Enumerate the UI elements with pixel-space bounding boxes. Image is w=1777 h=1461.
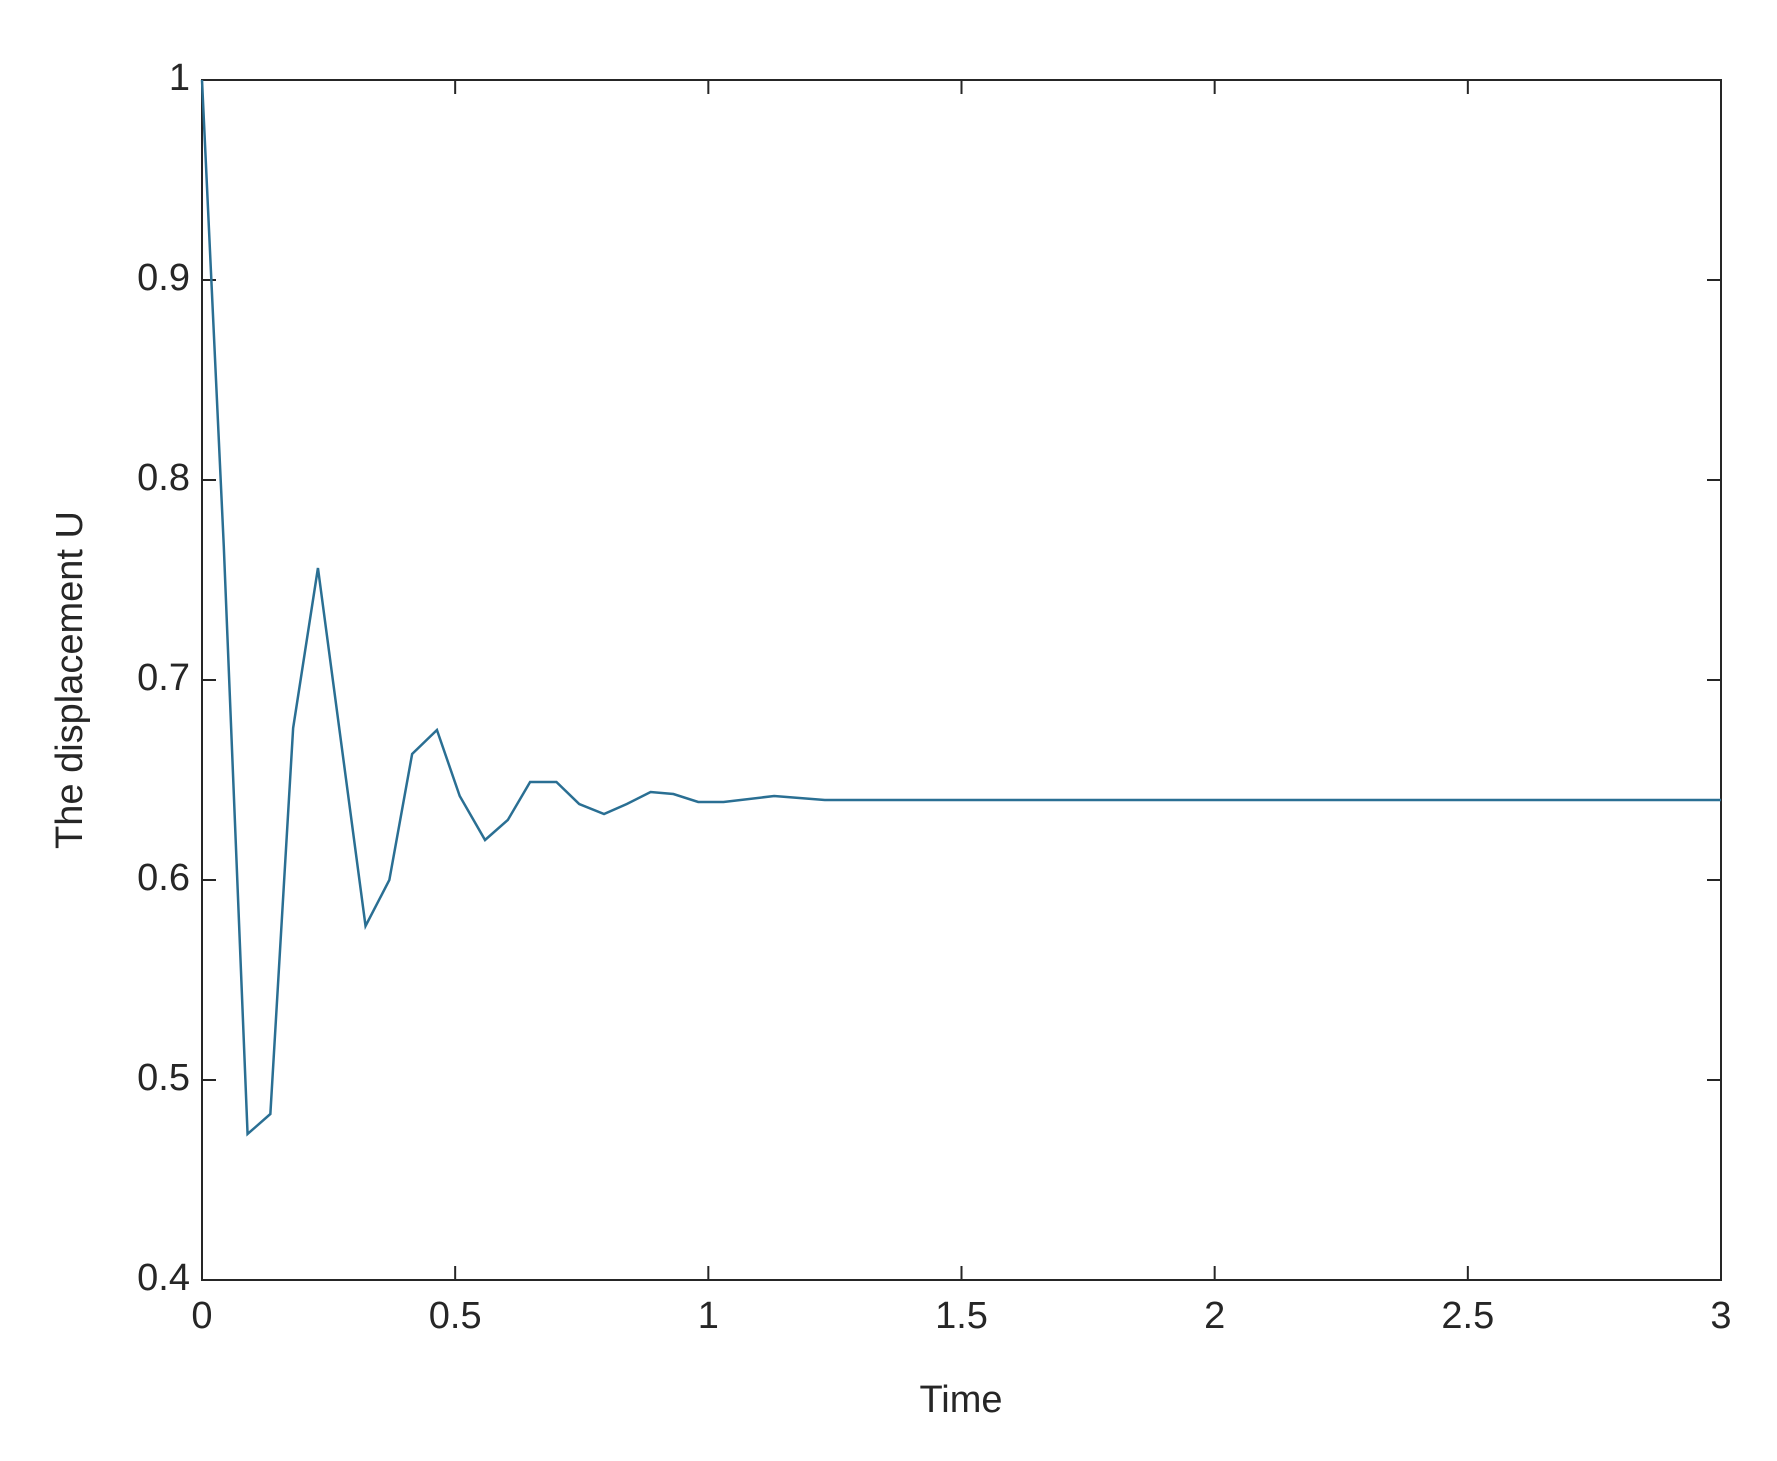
y-tick-label: 0.8	[137, 457, 190, 499]
y-tick-label: 0.7	[137, 657, 190, 699]
y-tick-label: 0.9	[137, 257, 190, 299]
x-tick-label: 0.5	[429, 1295, 482, 1337]
y-tick-label: 0.6	[137, 857, 190, 899]
y-tick-label: 0.5	[137, 1057, 190, 1099]
y-axis-label: The displacement U	[49, 511, 91, 849]
axes-box	[201, 79, 1722, 1281]
y-tick-label: 0.4	[137, 1257, 190, 1299]
x-tick-label: 0	[191, 1295, 212, 1337]
x-tick-label: 1.5	[935, 1295, 988, 1337]
data-line	[200, 79, 1721, 1137]
x-tick-label: 2	[1204, 1295, 1225, 1337]
x-tick-label: 1	[698, 1295, 719, 1337]
y-tick-label: 1	[169, 57, 190, 99]
x-tick-label: 3	[1710, 1295, 1731, 1337]
x-axis-label: Time	[919, 1379, 1002, 1421]
x-tick-label: 2.5	[1441, 1295, 1494, 1337]
